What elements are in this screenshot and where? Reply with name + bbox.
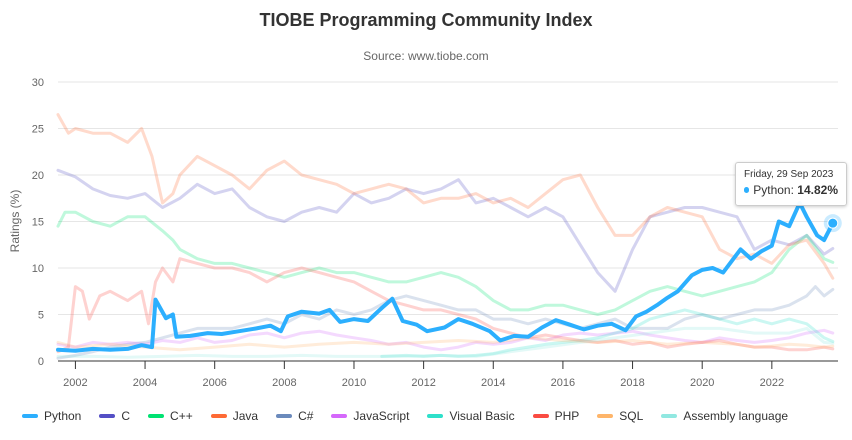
x-axis: 2002 2004 2006 2008 2010 2012 2014 2016 2018 2020… — [63, 361, 784, 389]
series-line-python[interactable] — [56, 200, 835, 353]
tooltip-series: Python: — [753, 183, 794, 197]
y-tick-label: 0 — [38, 356, 44, 368]
series-line-c-[interactable] — [56, 210, 835, 316]
x-tick-label: 2012 — [411, 377, 435, 389]
x-tick-label: 2016 — [551, 377, 575, 389]
legend-swatch — [22, 414, 38, 418]
legend-swatch — [532, 414, 549, 418]
legend: Python C C++ Java C# JavaScript Visual Basic PH… — [22, 409, 806, 423]
legend-swatch — [427, 414, 444, 418]
x-tick-label: 2010 — [342, 377, 366, 389]
hover-point[interactable] — [827, 217, 839, 229]
legend-swatch — [597, 414, 614, 418]
y-tick-label: 20 — [32, 170, 44, 182]
legend-label: Python — [44, 409, 82, 423]
legend-item-visual-basic[interactable]: Visual Basic — [427, 409, 515, 423]
series-line-assembly-language[interactable] — [56, 326, 835, 359]
legend-item-sql[interactable]: SQL — [597, 409, 643, 423]
x-tick-label: 2018 — [620, 377, 644, 389]
legend-label: JavaScript — [353, 409, 410, 423]
x-tick-label: 2020 — [690, 377, 714, 389]
legend-swatch — [331, 414, 348, 418]
y-tick-label: 25 — [32, 124, 44, 136]
x-tick-label: 2006 — [202, 377, 226, 389]
chart-subtitle: Source: www.tiobe.com — [363, 49, 489, 63]
tooltip-dot — [744, 187, 750, 193]
legend-item-c-[interactable]: C++ — [148, 409, 193, 423]
hover-marker — [823, 214, 842, 233]
legend-swatch — [276, 414, 293, 418]
legend-label: Assembly language — [683, 409, 789, 423]
legend-item-c[interactable]: C — [99, 409, 130, 423]
legend-swatch — [99, 414, 116, 418]
series-line-javascript[interactable] — [56, 328, 835, 352]
legend-item-javascript[interactable]: JavaScript — [331, 409, 409, 423]
legend-swatch — [148, 414, 165, 418]
y-tick-label: 10 — [32, 263, 44, 275]
chart-title: TIOBE Programming Community Index — [259, 10, 593, 30]
x-tick-label: 2014 — [481, 377, 505, 389]
legend-label: C — [121, 409, 131, 423]
y-tick-label: 5 — [38, 310, 44, 322]
x-tick-label: 2008 — [272, 377, 296, 389]
legend-label: C# — [298, 409, 314, 423]
series-line-c-[interactable] — [56, 285, 835, 360]
tooltip: Friday, 29 Sep 2023 Python: 14.82% — [735, 162, 847, 206]
legend-item-assembly-language[interactable]: Assembly language — [661, 409, 788, 423]
legend-label: PHP — [554, 409, 580, 423]
series-line-java[interactable] — [56, 113, 835, 280]
legend-swatch — [210, 414, 227, 418]
legend-item-java[interactable]: Java — [210, 409, 259, 423]
y-tick-label: 30 — [32, 77, 44, 89]
y-axis: 0 5 10 15 20 25 30 — [32, 77, 44, 368]
y-tick-label: 15 — [32, 217, 44, 229]
series-lines — [56, 113, 835, 360]
series-line-c[interactable] — [56, 168, 835, 293]
series-line-php[interactable] — [56, 257, 835, 354]
series-line-sql[interactable] — [56, 336, 835, 352]
legend-item-php[interactable]: PHP — [532, 409, 580, 423]
legend-label: Visual Basic — [449, 409, 515, 423]
x-tick-label: 2002 — [63, 377, 87, 389]
x-tick-label: 2022 — [760, 377, 784, 389]
series-line-visual-basic[interactable] — [380, 308, 835, 358]
legend-item-c-[interactable]: C# — [276, 409, 313, 423]
y-axis-title: Ratings (%) — [8, 190, 22, 253]
legend-label: Java — [232, 409, 259, 423]
x-tick-label: 2004 — [133, 377, 157, 389]
legend-label: SQL — [619, 409, 644, 423]
legend-item-python[interactable]: Python — [22, 409, 81, 423]
tooltip-value: 14.82% — [797, 183, 838, 197]
legend-swatch — [661, 414, 678, 418]
legend-label: C++ — [170, 409, 193, 423]
tooltip-date: Friday, 29 Sep 2023 — [744, 169, 834, 180]
